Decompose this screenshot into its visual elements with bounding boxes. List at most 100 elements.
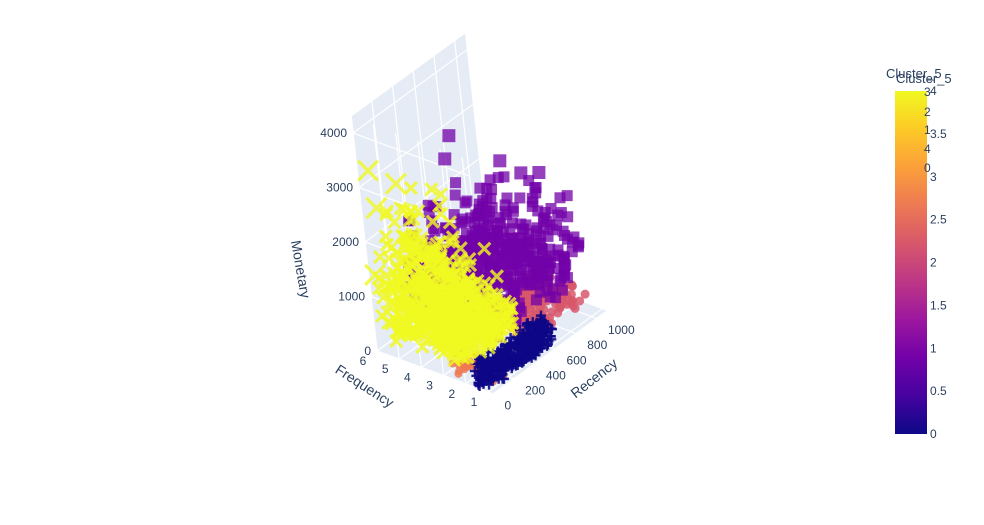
cluster-1-point — [485, 255, 497, 267]
cluster-1-point — [438, 243, 450, 255]
cluster-1-point — [532, 205, 544, 217]
cluster-4-point — [412, 276, 428, 291]
monetary-tick-label: 0 — [364, 344, 371, 358]
cluster-1-point — [515, 243, 527, 255]
cluster-0-point — [518, 356, 529, 367]
cluster-1-point — [532, 166, 546, 180]
recency-tick-label: 200 — [525, 384, 545, 398]
cluster-0-point — [528, 322, 539, 333]
cluster-1-point — [513, 232, 525, 244]
cluster-1-point — [523, 175, 535, 187]
cluster-4-point — [408, 295, 423, 310]
cluster-1-point — [450, 177, 462, 189]
cluster-1-point — [567, 236, 579, 248]
cluster-1-point — [562, 211, 574, 223]
monetary-tick-label: 1000 — [338, 290, 365, 304]
cluster-1-point — [482, 212, 494, 224]
cluster-4-point — [474, 293, 490, 308]
cluster-1-point — [473, 253, 485, 265]
cluster-1-point — [557, 225, 569, 237]
cluster-1-point — [474, 182, 486, 194]
cluster-1-point — [518, 223, 530, 235]
cluster-4-point — [502, 296, 517, 311]
cluster-0-point — [528, 343, 539, 354]
cluster-1-point — [449, 189, 461, 201]
cluster-1-point — [538, 212, 550, 224]
cluster-4-point — [447, 317, 462, 332]
cluster-1-point — [552, 244, 564, 256]
cluster-1-point — [544, 243, 556, 255]
cluster-4-point — [489, 269, 504, 284]
cluster-1-point — [477, 228, 489, 240]
cluster-0-point — [493, 371, 504, 382]
cluster-1-point — [506, 217, 518, 229]
cluster-1-point — [530, 294, 542, 306]
cluster-1-point — [493, 154, 507, 168]
frequency-tick-label: 5 — [382, 362, 389, 376]
colorbar-tick-label: 0.5 — [930, 384, 947, 398]
cluster-4-point — [462, 324, 477, 339]
grid-line — [364, 158, 480, 243]
cluster-0-point — [512, 359, 523, 370]
cluster-2-point — [567, 281, 577, 291]
cluster-4-point — [403, 180, 419, 196]
cluster-1-point — [497, 226, 509, 238]
cluster-0-point — [510, 351, 521, 362]
cluster-4-point — [436, 313, 451, 328]
cluster-1-point — [498, 171, 510, 183]
cluster-0-point — [489, 356, 500, 367]
cluster-0-point — [506, 338, 517, 349]
cluster-4-point — [422, 249, 438, 264]
cluster-4-point — [485, 287, 500, 302]
cluster-1-point — [547, 283, 559, 295]
cluster-1-point — [494, 217, 506, 229]
cluster-1-point — [468, 234, 480, 246]
cluster-4-point — [389, 245, 405, 260]
cluster-1-point — [523, 260, 535, 272]
cluster-1-point — [489, 225, 501, 237]
cluster-2-point — [553, 308, 563, 318]
point-cloud — [356, 129, 590, 392]
grid-line — [352, 49, 468, 134]
cluster-4-point — [384, 172, 407, 195]
cluster-1-point — [527, 196, 539, 208]
cluster-1-point — [470, 226, 482, 238]
cluster-4-point — [375, 290, 391, 305]
cluster-1-point — [514, 302, 526, 314]
cluster-2-point — [580, 289, 590, 299]
cluster-1-point — [514, 192, 526, 204]
cluster-0-point — [540, 318, 551, 329]
colorbar-tick-label: 3 — [930, 170, 937, 184]
cluster-1-point — [501, 192, 513, 204]
cluster-4-point — [392, 277, 407, 293]
cluster-1-point — [473, 208, 485, 220]
colorbar-tick-label: 1 — [930, 341, 937, 355]
cluster-4-point — [461, 328, 476, 343]
cluster-1-point — [505, 268, 517, 280]
legend-item-label: 2 — [924, 105, 931, 119]
cluster-1-point — [448, 209, 460, 221]
cluster-1-point — [522, 238, 534, 250]
cluster-0-point — [487, 366, 498, 377]
cluster-4-point — [404, 295, 419, 310]
cluster-1-point — [487, 245, 499, 257]
cluster-1-point — [505, 242, 517, 254]
frequency-tick-label: 1 — [471, 395, 478, 409]
cluster-0-point — [512, 333, 523, 344]
cluster-1-point — [486, 184, 498, 196]
cluster-4-point — [436, 345, 451, 360]
cluster-1-point — [514, 270, 526, 282]
cluster-1-point — [546, 250, 558, 262]
cluster-4-point — [372, 249, 388, 265]
cluster-1-point — [561, 190, 573, 202]
cluster-1-point — [488, 234, 500, 246]
cluster-1-point — [471, 265, 483, 277]
cluster-1-point — [542, 269, 554, 281]
cluster-1-point — [498, 232, 510, 244]
cluster-1-point — [473, 198, 485, 210]
colorbar-tick-label: 4 — [930, 84, 937, 98]
cluster-1-point — [572, 241, 584, 253]
cluster-4-point — [433, 247, 448, 263]
cluster-1-point — [530, 182, 542, 194]
cluster-4-point — [446, 267, 462, 282]
